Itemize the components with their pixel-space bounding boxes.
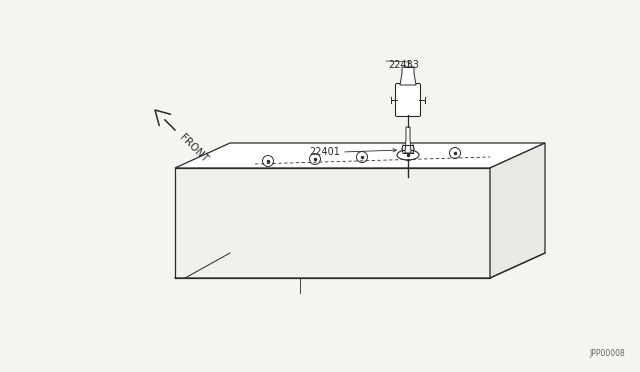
Polygon shape — [405, 127, 411, 153]
Polygon shape — [175, 143, 545, 168]
Polygon shape — [175, 168, 490, 278]
Text: JPP00008: JPP00008 — [589, 349, 625, 358]
Text: FRONT: FRONT — [178, 132, 210, 164]
Ellipse shape — [397, 150, 419, 160]
Polygon shape — [490, 143, 545, 278]
FancyBboxPatch shape — [396, 83, 420, 116]
Text: 22401: 22401 — [309, 147, 340, 157]
Text: 22433: 22433 — [388, 60, 419, 70]
Polygon shape — [400, 67, 416, 85]
